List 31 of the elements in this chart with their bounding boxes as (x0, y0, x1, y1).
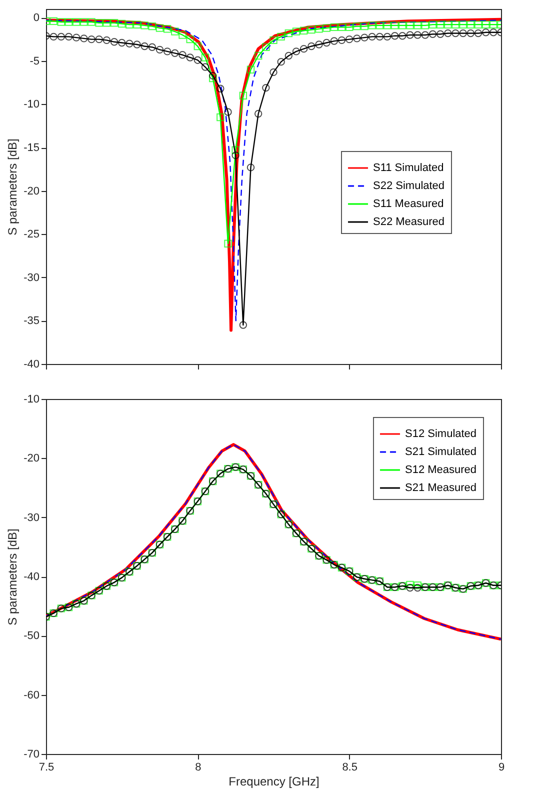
y-tick-label: -20 (24, 452, 40, 465)
legend-label: S12 Measured (405, 464, 477, 476)
legend-label: S21 Measured (405, 482, 477, 494)
legend-label: S21 Simulated (405, 446, 477, 458)
legend-label: S22 Simulated (373, 180, 445, 192)
y-tick-label: -35 (24, 315, 40, 328)
y-tick-label: -30 (24, 272, 40, 284)
x-tick-label: 8 (195, 762, 202, 774)
y-tick-label: -70 (24, 748, 40, 760)
legend-label: S11 Simulated (373, 162, 444, 174)
legend-label: S22 Measured (373, 216, 445, 228)
y-tick-label: -20 (24, 185, 40, 198)
legend-label: S12 Simulated (405, 428, 477, 440)
y-tick-label: 0 (33, 12, 40, 24)
y-tick-label: -60 (24, 689, 40, 702)
y-tick-label: -10 (24, 394, 40, 406)
y-tick-label: -50 (24, 630, 40, 642)
y-axis-title: S parameters [dB] (6, 528, 20, 626)
x-axis-title: Frequency [GHz] (228, 774, 320, 788)
x-tick-label: 7.5 (38, 762, 54, 774)
y-tick-label: -40 (24, 358, 40, 370)
y-tick-label: -10 (24, 98, 40, 111)
x-tick-label: 8.5 (342, 762, 358, 774)
y-tick-label: -15 (24, 142, 40, 154)
y-tick-label: -40 (24, 571, 40, 583)
y-tick-label: -30 (24, 512, 40, 524)
y-tick-label: -5 (30, 55, 40, 68)
y-axis-title: S parameters [dB] (6, 138, 20, 236)
x-tick-label: 9 (498, 762, 505, 774)
y-tick-label: -25 (24, 228, 40, 241)
legend-label: S11 Measured (373, 198, 444, 210)
